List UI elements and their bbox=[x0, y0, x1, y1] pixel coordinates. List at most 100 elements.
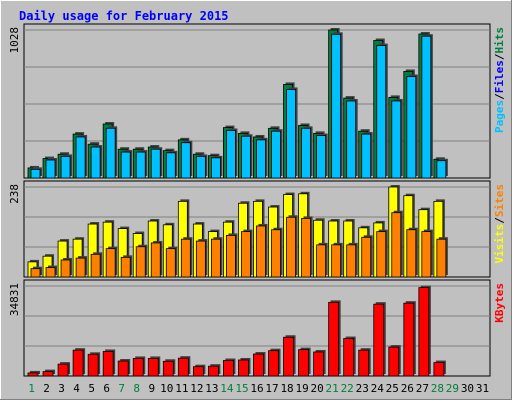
bar-sites-day-4 bbox=[75, 257, 86, 278]
x-label-day-7: 7 bbox=[118, 382, 125, 395]
bar-kbytes-day-24 bbox=[373, 303, 385, 377]
bar-files-day-15 bbox=[241, 135, 251, 179]
bar-files-day-16 bbox=[256, 139, 266, 179]
bar-kbytes-day-7 bbox=[117, 360, 129, 377]
panel-kbytes: 34831 KBytes bbox=[8, 279, 506, 377]
legend-item: Files bbox=[493, 60, 506, 93]
bar-sites-day-21 bbox=[331, 244, 342, 278]
x-label-day-6: 6 bbox=[103, 382, 110, 395]
bar-kbytes-day-26 bbox=[403, 302, 415, 377]
bar-sites-day-14 bbox=[226, 235, 236, 278]
legend-item: Sites bbox=[493, 184, 506, 217]
x-axis-labels: 1 2 3 4 5 6 7 8 9 10 11 12 13 14 15 16 17 18 19 20 21 22 23 24 2… bbox=[28, 382, 489, 395]
legend-item: Hits bbox=[493, 27, 506, 54]
bar-kbytes-day-1 bbox=[27, 372, 39, 377]
x-label-day-29: 29 bbox=[446, 382, 459, 395]
x-label-day-22: 22 bbox=[341, 382, 354, 395]
bar-files-day-18 bbox=[286, 89, 296, 179]
chart-title: Daily usage for February 2015 bbox=[19, 9, 229, 23]
bar-files-day-28 bbox=[436, 160, 447, 179]
bar-files-day-17 bbox=[271, 130, 281, 179]
bar-kbytes-day-28 bbox=[433, 362, 445, 377]
legend-item: Pages bbox=[493, 100, 506, 133]
bar-kbytes-day-2 bbox=[42, 371, 54, 377]
x-label-day-30: 30 bbox=[461, 382, 474, 395]
bar-files-day-26 bbox=[406, 76, 417, 179]
bar-files-day-19 bbox=[301, 127, 311, 179]
bar-sites-day-8 bbox=[135, 246, 146, 278]
bar-sites-day-15 bbox=[241, 231, 251, 278]
x-label-day-4: 4 bbox=[73, 382, 80, 395]
bar-files-day-8 bbox=[135, 151, 146, 179]
legend-visits-sites: Visits/Sites bbox=[493, 184, 506, 264]
x-label-day-14: 14 bbox=[220, 382, 234, 395]
x-label-day-19: 19 bbox=[295, 382, 308, 395]
bar-kbytes-day-12 bbox=[192, 366, 204, 377]
x-label-day-1: 1 bbox=[28, 382, 35, 395]
bar-kbytes-day-6 bbox=[102, 351, 114, 377]
bar-kbytes-day-25 bbox=[388, 346, 400, 377]
bar-sites-day-18 bbox=[286, 216, 296, 278]
bar-sites-day-17 bbox=[271, 229, 281, 278]
bar-sites-day-1 bbox=[30, 268, 41, 278]
legend-item: Visits bbox=[493, 224, 506, 264]
bar-files-day-7 bbox=[120, 151, 131, 179]
x-label-day-31: 31 bbox=[476, 382, 489, 395]
bar-sites-day-6 bbox=[105, 248, 116, 278]
bar-kbytes-day-8 bbox=[132, 358, 144, 377]
bar-files-day-9 bbox=[150, 148, 161, 179]
bar-sites-day-13 bbox=[210, 238, 221, 278]
bar-sites-day-22 bbox=[346, 244, 357, 278]
bar-kbytes-day-22 bbox=[343, 338, 355, 377]
bar-files-day-1 bbox=[30, 168, 41, 179]
bar-sites-day-19 bbox=[301, 217, 311, 278]
legend-separator: / bbox=[493, 217, 506, 224]
bar-sites-day-16 bbox=[256, 225, 266, 278]
x-label-day-24: 24 bbox=[371, 382, 385, 395]
bar-sites-day-25 bbox=[391, 212, 402, 278]
bar-kbytes-day-13 bbox=[207, 365, 219, 377]
bar-sites-day-7 bbox=[120, 256, 131, 278]
x-label-day-12: 12 bbox=[190, 382, 203, 395]
x-label-day-18: 18 bbox=[280, 382, 293, 395]
x-label-day-8: 8 bbox=[133, 382, 140, 395]
chart-panels: 1028Pages/Files/Hits238Visits/Sites34831… bbox=[8, 23, 506, 377]
bar-files-day-13 bbox=[210, 157, 221, 179]
legend-separator: / bbox=[493, 53, 506, 60]
bar-files-day-23 bbox=[361, 133, 372, 179]
bar-sites-day-10 bbox=[165, 248, 176, 278]
legend-kbytes: KBytes bbox=[493, 283, 506, 323]
bar-sites-day-23 bbox=[361, 236, 372, 278]
y-max-label: 238 bbox=[8, 184, 21, 204]
bar-sites-day-20 bbox=[316, 244, 327, 278]
bar-kbytes-day-9 bbox=[147, 358, 159, 377]
bar-files-day-25 bbox=[391, 100, 402, 179]
bar-sites-day-24 bbox=[376, 231, 387, 278]
bar-sites-day-3 bbox=[60, 259, 71, 278]
bar-kbytes-day-23 bbox=[358, 349, 370, 377]
bar-files-day-21 bbox=[331, 33, 342, 179]
x-label-day-9: 9 bbox=[148, 382, 155, 395]
bar-kbytes-day-19 bbox=[298, 349, 309, 377]
bar-sites-day-5 bbox=[90, 253, 101, 278]
bar-kbytes-day-11 bbox=[177, 357, 189, 377]
bar-kbytes-day-18 bbox=[283, 336, 294, 377]
x-label-day-26: 26 bbox=[401, 382, 414, 395]
bar-files-day-24 bbox=[376, 45, 387, 179]
bar-files-day-3 bbox=[60, 156, 71, 179]
legend-hits-files-pages: Pages/Files/Hits bbox=[493, 27, 506, 133]
bar-shadow bbox=[30, 370, 40, 374]
bar-kbytes-day-20 bbox=[313, 351, 325, 377]
bar-sites-day-11 bbox=[180, 238, 191, 278]
x-label-day-28: 28 bbox=[431, 382, 444, 395]
bar-files-day-5 bbox=[90, 146, 101, 179]
x-label-day-23: 23 bbox=[356, 382, 369, 395]
bar-files-day-22 bbox=[346, 100, 357, 179]
bar-files-day-4 bbox=[75, 136, 86, 179]
x-label-day-16: 16 bbox=[250, 382, 263, 395]
bar-kbytes-day-17 bbox=[268, 350, 279, 377]
x-label-day-21: 21 bbox=[326, 382, 339, 395]
bar-files-day-14 bbox=[226, 130, 236, 179]
